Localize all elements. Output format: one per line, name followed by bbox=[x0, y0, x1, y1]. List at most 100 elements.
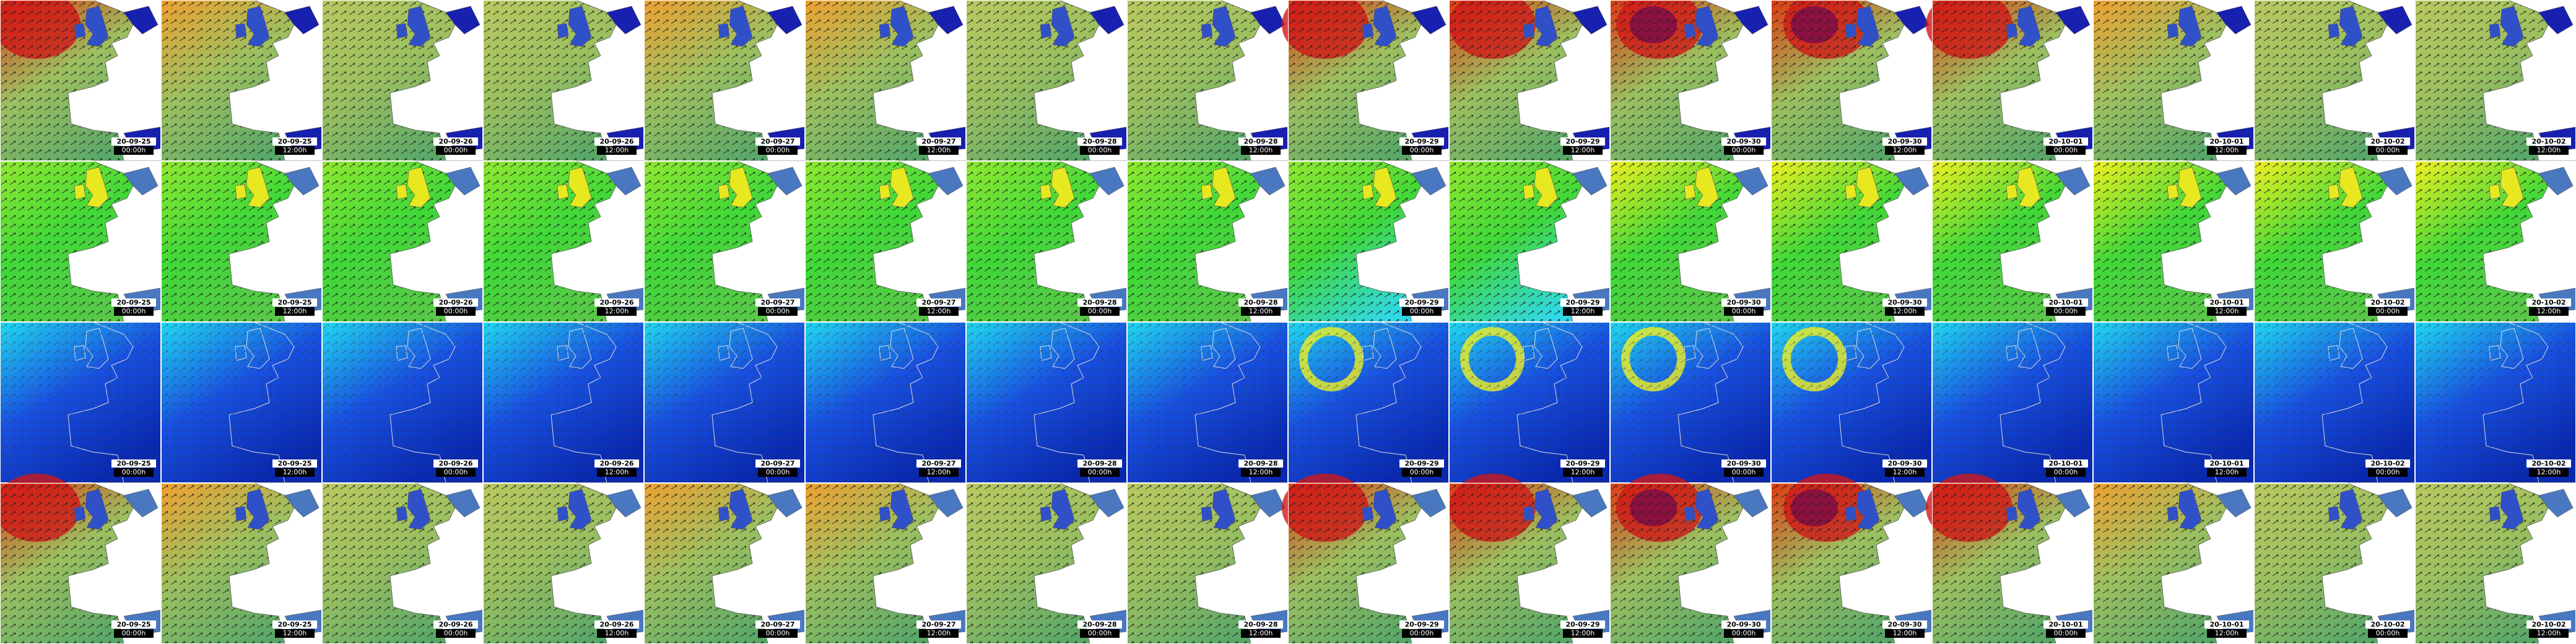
date-label: 20-09-28 bbox=[1243, 137, 1277, 146]
wind-arrows bbox=[1288, 322, 1449, 483]
time-label: 12:00h bbox=[927, 146, 951, 154]
date-label: 20-09-25 bbox=[277, 137, 311, 146]
tile-border bbox=[2254, 322, 2415, 483]
time-label: 00:00h bbox=[122, 629, 146, 637]
date-label: 20-09-28 bbox=[1243, 298, 1277, 307]
time-box bbox=[1885, 468, 1925, 477]
date-box bbox=[2043, 298, 2088, 307]
time-label: 00:00h bbox=[444, 146, 468, 154]
date-label: 20-09-29 bbox=[1404, 137, 1438, 146]
date-label: 20-10-02 bbox=[2531, 620, 2565, 629]
time-label: 00:00h bbox=[2376, 146, 2400, 154]
date-box bbox=[2365, 459, 2410, 468]
land bbox=[1194, 482, 1289, 644]
uk bbox=[396, 6, 431, 47]
time-box bbox=[1724, 146, 1764, 155]
uk bbox=[1362, 489, 1397, 530]
date-label: 20-10-02 bbox=[2370, 620, 2404, 629]
date-box bbox=[2365, 137, 2410, 146]
time-label: 00:00h bbox=[2054, 307, 2078, 315]
uk bbox=[557, 167, 592, 208]
time-label: 00:00h bbox=[1088, 146, 1112, 154]
date-box bbox=[1077, 137, 1122, 146]
time-box bbox=[2046, 629, 2086, 638]
time-box bbox=[2207, 629, 2247, 638]
uk bbox=[74, 6, 109, 47]
time-box bbox=[597, 146, 637, 155]
date-label: 20-09-29 bbox=[1565, 620, 1599, 629]
date-box bbox=[755, 298, 800, 307]
time-label: 12:00h bbox=[1249, 146, 1273, 154]
wind-arrows bbox=[805, 322, 966, 483]
date-label: 20-10-01 bbox=[2209, 620, 2243, 629]
tile-border bbox=[1610, 161, 1771, 322]
time-label: 12:00h bbox=[927, 629, 951, 637]
land bbox=[1677, 482, 1772, 644]
tile-border bbox=[805, 0, 966, 161]
tile-border bbox=[1932, 322, 2093, 483]
date-box bbox=[916, 620, 961, 629]
date-box bbox=[111, 137, 156, 146]
tile-border bbox=[644, 322, 805, 483]
date-label: 20-09-30 bbox=[1726, 137, 1760, 146]
date-label: 20-09-26 bbox=[438, 620, 472, 629]
time-label: 00:00h bbox=[2376, 629, 2400, 637]
tile-border bbox=[2254, 0, 2415, 161]
time-label: 00:00h bbox=[2376, 307, 2400, 315]
date-box bbox=[433, 620, 478, 629]
uk bbox=[1845, 489, 1880, 530]
date-box bbox=[2526, 620, 2571, 629]
date-box bbox=[2204, 298, 2249, 307]
time-box bbox=[114, 146, 154, 155]
date-box bbox=[1560, 620, 1605, 629]
uk bbox=[2006, 489, 2041, 530]
time-label: 12:00h bbox=[2215, 468, 2239, 476]
date-box bbox=[1238, 459, 1283, 468]
wind-arrows bbox=[1127, 322, 1288, 483]
date-label: 20-09-30 bbox=[1887, 298, 1921, 307]
date-box bbox=[433, 459, 478, 468]
date-label: 20-09-30 bbox=[1726, 620, 1760, 629]
time-label: 12:00h bbox=[2537, 629, 2561, 637]
time-box bbox=[2046, 468, 2086, 477]
date-label: 20-10-02 bbox=[2370, 298, 2404, 307]
time-box bbox=[1885, 307, 1925, 316]
time-box bbox=[1563, 629, 1603, 638]
date-box bbox=[2365, 620, 2410, 629]
tile-border bbox=[161, 161, 322, 322]
date-box bbox=[1721, 459, 1766, 468]
tile-border bbox=[1932, 0, 2093, 161]
date-label: 20-10-01 bbox=[2209, 298, 2243, 307]
tile-border bbox=[1288, 322, 1449, 483]
tile-border bbox=[1449, 0, 1610, 161]
date-label: 20-09-27 bbox=[921, 137, 955, 146]
time-label: 00:00h bbox=[1088, 468, 1112, 476]
date-label: 20-09-26 bbox=[599, 298, 633, 307]
date-label: 20-09-27 bbox=[921, 298, 955, 307]
date-label: 20-09-27 bbox=[760, 620, 794, 629]
time-box bbox=[275, 307, 315, 316]
date-label: 20-09-26 bbox=[599, 137, 633, 146]
date-box bbox=[1399, 459, 1444, 468]
land bbox=[2482, 482, 2576, 644]
tile-border bbox=[1127, 322, 1288, 483]
date-label: 20-09-28 bbox=[1243, 620, 1277, 629]
time-box bbox=[919, 146, 959, 155]
uk bbox=[1523, 167, 1558, 208]
time-box bbox=[1724, 629, 1764, 638]
uk bbox=[1523, 6, 1558, 47]
